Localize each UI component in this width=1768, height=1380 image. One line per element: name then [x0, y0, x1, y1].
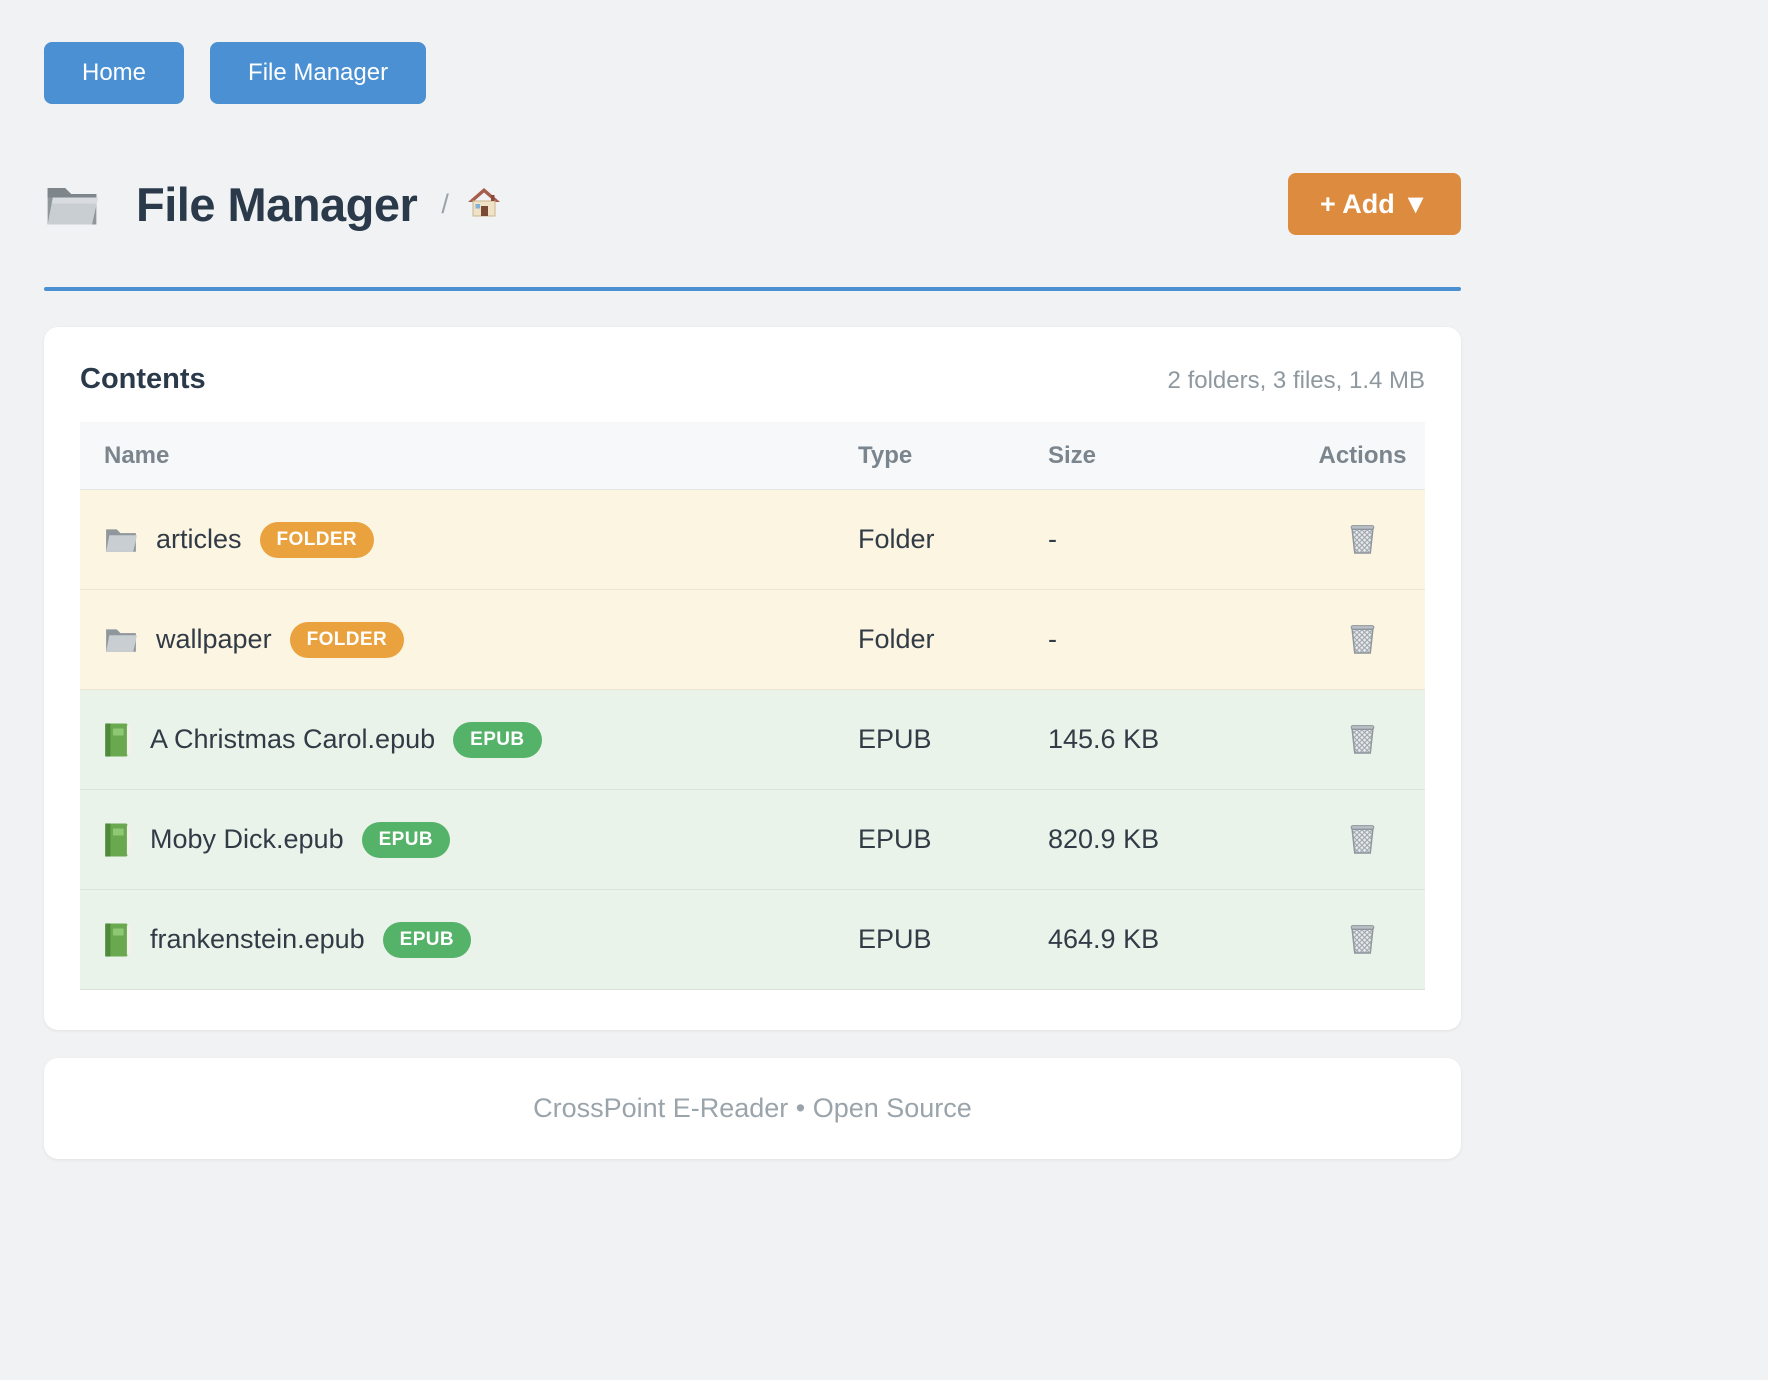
type-cell: EPUB: [858, 924, 932, 954]
type-cell: EPUB: [858, 724, 932, 754]
page-header: File Manager / + Add ▼: [44, 173, 1461, 235]
actions-cell: [1300, 718, 1425, 762]
actions-cell: [1300, 818, 1425, 862]
green-book-icon: [104, 722, 132, 758]
footer-card: CrossPoint E-Reader • Open Source: [44, 1058, 1461, 1159]
page-container: Home File Manager File Manager /: [44, 0, 1461, 1159]
title-group: File Manager /: [44, 177, 501, 232]
house-icon: [467, 186, 501, 223]
table-row: Moby Dick.epub EPUB EPUB 820.9 KB: [80, 790, 1425, 890]
name-cell: wallpaper FOLDER: [80, 621, 858, 658]
trash-icon: [1349, 824, 1376, 858]
column-header-actions: Actions: [1318, 441, 1407, 469]
name-cell: frankenstein.epub EPUB: [80, 921, 858, 958]
contents-card-header: Contents 2 folders, 3 files, 1.4 MB: [80, 363, 1425, 396]
actions-cell: [1300, 918, 1425, 962]
add-button[interactable]: + Add ▼: [1288, 173, 1461, 235]
item-name-link[interactable]: articles: [156, 524, 242, 554]
contents-card: Contents 2 folders, 3 files, 1.4 MB Name…: [44, 327, 1461, 1030]
item-name-link[interactable]: frankenstein.epub: [150, 924, 365, 954]
folder-icon: [104, 525, 138, 554]
green-book-icon: [104, 822, 132, 858]
column-header-name: Name: [104, 441, 170, 469]
name-cell: Moby Dick.epub EPUB: [80, 821, 858, 858]
table-row: A Christmas Carol.epub EPUB EPUB 145.6 K…: [80, 690, 1425, 790]
breadcrumb-home-link[interactable]: [467, 186, 501, 223]
size-cell: 464.9 KB: [1048, 924, 1160, 954]
file-manager-button[interactable]: File Manager: [210, 42, 427, 104]
table-row: articles FOLDER Folder -: [80, 490, 1425, 590]
delete-button[interactable]: [1345, 518, 1380, 562]
table-row: wallpaper FOLDER Folder -: [80, 590, 1425, 690]
trash-icon: [1349, 724, 1376, 758]
actions-cell: [1300, 618, 1425, 662]
size-cell: -: [1048, 624, 1057, 654]
breadcrumb-separator: /: [441, 188, 449, 219]
size-cell: 820.9 KB: [1048, 824, 1160, 854]
contents-heading: Contents: [80, 363, 206, 395]
column-header-type: Type: [858, 441, 913, 469]
green-book-icon: [104, 922, 132, 958]
type-badge: EPUB: [453, 721, 542, 758]
delete-button[interactable]: [1345, 618, 1380, 662]
trash-icon: [1349, 524, 1376, 558]
type-badge: EPUB: [361, 821, 450, 858]
top-nav: Home File Manager: [44, 0, 1461, 104]
type-badge: FOLDER: [259, 521, 375, 558]
delete-button[interactable]: [1345, 818, 1380, 862]
delete-button[interactable]: [1345, 718, 1380, 762]
item-name-link[interactable]: A Christmas Carol.epub: [150, 724, 436, 754]
item-name-link[interactable]: wallpaper: [156, 624, 272, 654]
footer-text: CrossPoint E-Reader • Open Source: [533, 1093, 972, 1123]
type-cell: Folder: [858, 624, 935, 654]
type-badge: EPUB: [382, 921, 472, 958]
type-cell: Folder: [858, 524, 935, 554]
contents-summary: 2 folders, 3 files, 1.4 MB: [1167, 367, 1425, 394]
size-cell: -: [1048, 524, 1057, 554]
item-name-link[interactable]: Moby Dick.epub: [150, 824, 344, 854]
name-cell: articles FOLDER: [80, 521, 858, 558]
home-button[interactable]: Home: [44, 42, 185, 104]
name-cell: A Christmas Carol.epub EPUB: [80, 721, 858, 758]
table-header-row: Name Type Size Actions: [80, 422, 1425, 490]
delete-button[interactable]: [1345, 918, 1380, 962]
actions-cell: [1300, 518, 1425, 562]
folder-icon: [104, 625, 138, 654]
trash-icon: [1349, 924, 1376, 958]
folder-icon: [44, 181, 100, 228]
column-header-size: Size: [1048, 441, 1097, 469]
table-row: frankenstein.epub EPUB EPUB 464.9 KB: [80, 890, 1425, 990]
size-cell: 145.6 KB: [1048, 724, 1160, 754]
header-divider: [44, 287, 1461, 291]
type-badge: FOLDER: [289, 621, 405, 658]
page-title: File Manager: [136, 177, 418, 231]
file-table: Name Type Size Actions articles FOLDER: [80, 422, 1425, 990]
trash-icon: [1349, 624, 1376, 658]
type-cell: EPUB: [858, 824, 932, 854]
